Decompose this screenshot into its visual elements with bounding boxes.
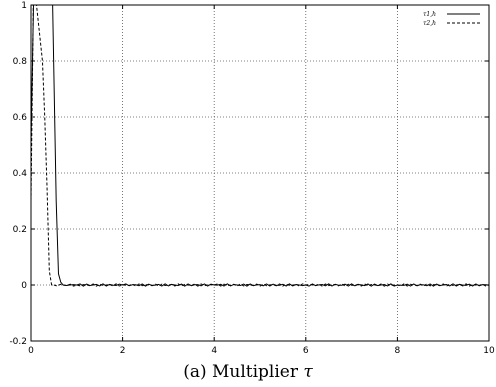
- legend: τ1,h τ2,h: [423, 11, 480, 27]
- ticks: 0 2 4 6 8 10-0.200.20.40.60.81: [9, 1, 495, 356]
- y-tick-label: 0.6: [13, 113, 28, 123]
- grid: [31, 5, 489, 341]
- x-tick-label: 2: [120, 346, 126, 356]
- y-tick-label: 0.2: [13, 225, 27, 235]
- figure-caption: (a) Multiplier τ: [0, 362, 496, 382]
- y-tick-label: 0.4: [13, 169, 28, 179]
- y-tick-label: 1: [21, 1, 27, 11]
- caption-symbol: τ: [303, 362, 313, 382]
- y-tick-label: 0.8: [13, 57, 28, 67]
- x-tick-label: 6: [303, 346, 309, 356]
- series: [31, 5, 489, 287]
- x-tick-label: 10: [483, 346, 495, 356]
- y-tick-label: -0.2: [9, 337, 27, 347]
- caption-prefix: (a) Multiplier: [183, 362, 304, 382]
- series-line-1: [31, 5, 489, 287]
- legend-label-2: τ2,h: [423, 20, 436, 27]
- series-line-2: [31, 5, 489, 287]
- x-tick-label: 4: [211, 346, 217, 356]
- legend-label-1: τ1,h: [423, 11, 436, 18]
- x-tick-label: 8: [395, 346, 401, 356]
- y-tick-label: 0: [21, 281, 27, 291]
- chart: 0 2 4 6 8 10-0.200.20.40.60.81 τ1,hτ2,h: [9, 1, 495, 356]
- x-tick-label: 0: [28, 346, 34, 356]
